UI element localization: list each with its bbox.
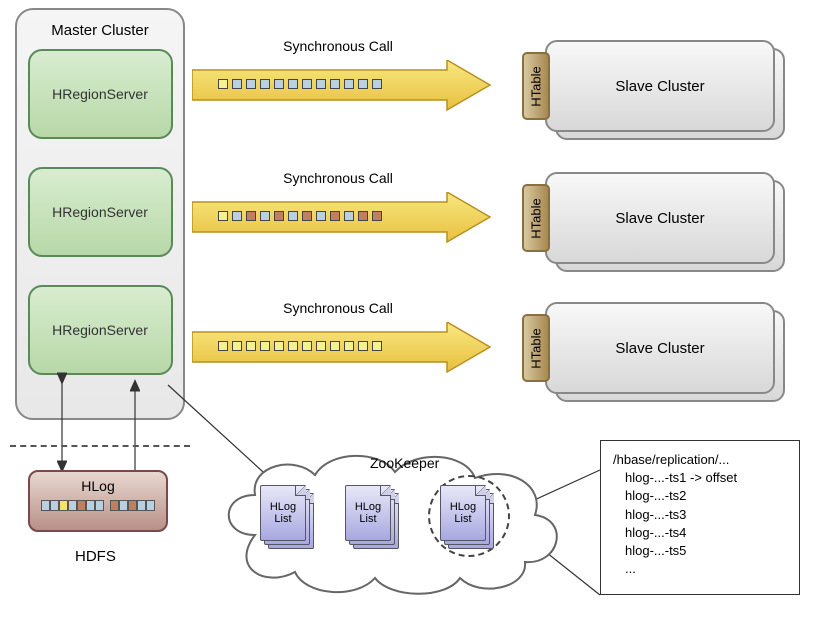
slave-label: Slave Cluster bbox=[545, 40, 775, 132]
slave-cluster: Slave ClusterHTable bbox=[510, 172, 790, 272]
hlog-label: HLog bbox=[30, 478, 166, 494]
detail-entry: ... bbox=[613, 560, 787, 578]
hlog-squares bbox=[30, 500, 166, 511]
slave-label: Slave Cluster bbox=[545, 302, 775, 394]
slave-cluster: Slave ClusterHTable bbox=[510, 40, 790, 140]
zookeeper-label: ZooKeeper bbox=[370, 455, 439, 471]
hlog-box: HLog bbox=[28, 470, 168, 532]
htable: HTable bbox=[522, 52, 550, 120]
data-squares bbox=[218, 341, 382, 351]
sync-call-label: Synchronous Call bbox=[198, 170, 478, 186]
slave-label: Slave Cluster bbox=[545, 172, 775, 264]
hlog-list-stack: HLogList bbox=[440, 485, 498, 553]
detail-entry: hlog-...-ts2 bbox=[613, 487, 787, 505]
detail-entry: hlog-...-ts3 bbox=[613, 506, 787, 524]
htable: HTable bbox=[522, 184, 550, 252]
data-squares bbox=[218, 211, 382, 221]
detail-entry: hlog-...-ts5 bbox=[613, 542, 787, 560]
detail-path: /hbase/replication/... bbox=[613, 451, 787, 469]
replication-detail: /hbase/replication/... hlog-...-ts1 -> o… bbox=[600, 440, 800, 595]
detail-entry: hlog-...-ts4 bbox=[613, 524, 787, 542]
htable: HTable bbox=[522, 314, 550, 382]
hlog-list-stack: HLogList bbox=[345, 485, 403, 553]
sync-call-label: Synchronous Call bbox=[198, 38, 478, 54]
data-squares bbox=[218, 79, 382, 89]
dashed-separator bbox=[10, 445, 190, 447]
slave-cluster: Slave ClusterHTable bbox=[510, 302, 790, 402]
sync-call-label: Synchronous Call bbox=[198, 300, 478, 316]
hlog-list-stack: HLogList bbox=[260, 485, 318, 553]
hdfs-label: HDFS bbox=[75, 548, 116, 565]
detail-entry: hlog-...-ts1 -> offset bbox=[613, 469, 787, 487]
